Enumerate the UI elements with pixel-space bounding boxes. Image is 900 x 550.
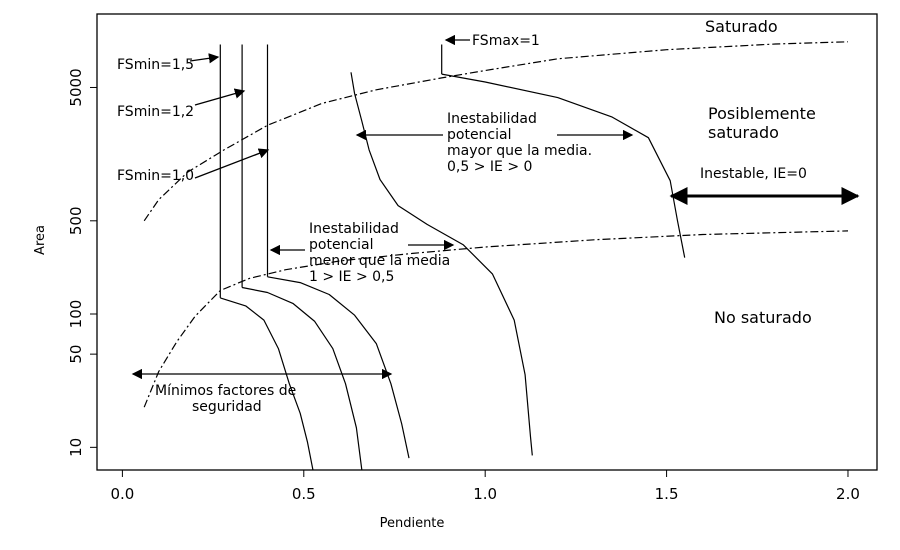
inest-menor-line-1: Inestabilidad bbox=[309, 221, 399, 237]
fs-min-15-label: FSmin=1,5 bbox=[117, 57, 194, 73]
y-tick-label: 100 bbox=[67, 300, 85, 329]
series-fs-max-1-curve bbox=[350, 72, 533, 456]
x-tick-label: 1.0 bbox=[473, 485, 497, 503]
inest-menor-line-4: 1 > IE > 0,5 bbox=[309, 269, 394, 285]
x-tick-label: 0.5 bbox=[292, 485, 316, 503]
y-axis-title: Area bbox=[33, 225, 48, 255]
fs-min-10-arrow bbox=[194, 148, 270, 179]
x-tick-label: 0.0 bbox=[110, 485, 134, 503]
y-tick-label: 5000 bbox=[67, 68, 85, 106]
series-lower-boundary bbox=[143, 230, 849, 408]
y-axis: 10 50 100 500 5000 bbox=[67, 68, 97, 457]
saturado-label: Saturado bbox=[705, 17, 778, 36]
inest-mayor-line-1: Inestabilidad bbox=[447, 111, 537, 127]
inest-mayor-line-2: potencial bbox=[447, 127, 511, 143]
inest-menor-line-3: menor que la media bbox=[309, 253, 450, 269]
x-axis: 0.0 0.5 1.0 1.5 2.0 bbox=[110, 470, 860, 503]
minimos-line-1: Mínimos factores de bbox=[155, 383, 296, 399]
fs-min-15-arrow bbox=[189, 53, 220, 64]
x-tick-label: 2.0 bbox=[836, 485, 860, 503]
series-fs-1-5-curve bbox=[220, 297, 314, 470]
fs-min-10-label: FSmin=1,0 bbox=[117, 168, 194, 184]
y-tick-label: 50 bbox=[67, 345, 85, 364]
series-fs-1-2-curve bbox=[241, 286, 363, 470]
x-axis-title: Pendiente bbox=[380, 516, 445, 531]
fs-min-12-label: FSmin=1,2 bbox=[117, 104, 194, 120]
no-saturado-label: No saturado bbox=[714, 308, 812, 327]
posiblemente-label-1: Posiblemente bbox=[708, 104, 816, 123]
inest-mayor-line-3: mayor que la media. bbox=[447, 143, 592, 159]
plot-frame bbox=[96, 13, 878, 471]
posiblemente-label-2: saturado bbox=[708, 123, 779, 142]
series-fs-0-curve bbox=[441, 73, 686, 258]
inestable-label: Inestable, IE=0 bbox=[700, 166, 807, 182]
fs-max-label: FSmax=1 bbox=[472, 33, 540, 49]
series-upper-boundary bbox=[143, 41, 849, 222]
x-tick-label: 1.5 bbox=[655, 485, 679, 503]
minimos-line-2: seguridad bbox=[192, 399, 262, 415]
inest-mayor-line-4: 0,5 > IE > 0 bbox=[447, 159, 532, 175]
arrows bbox=[131, 34, 860, 380]
series-fs-1-0-curve bbox=[267, 276, 410, 459]
y-tick-label: 500 bbox=[67, 206, 85, 235]
inest-menor-line-2: potencial bbox=[309, 237, 373, 253]
series-layer bbox=[143, 41, 849, 470]
fs-min-12-arrow bbox=[194, 88, 246, 106]
y-tick-label: 10 bbox=[67, 438, 85, 457]
